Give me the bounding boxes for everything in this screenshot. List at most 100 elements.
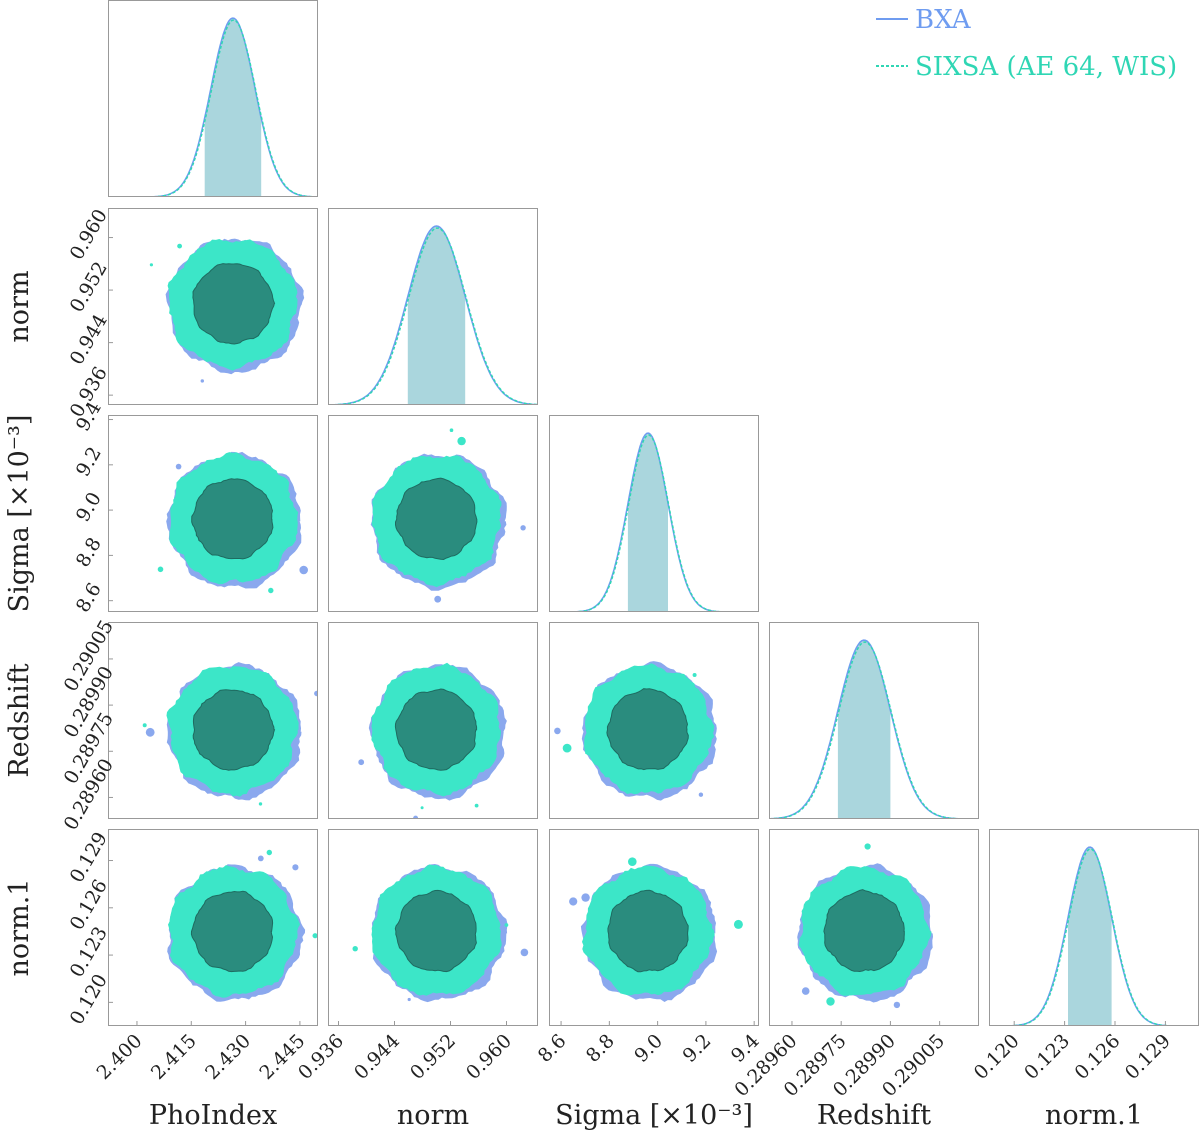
y-axis-title-redshift: Redshift (4, 663, 35, 777)
x-tick-label-PhoIndex-1: 2.415 (147, 1030, 201, 1084)
y-tick-label-sigma-0: 8.6 (72, 579, 106, 616)
y-axis-title-norm1: norm.1 (4, 879, 35, 977)
contour-island (200, 379, 204, 383)
x-tick-label-PhoIndex-2: 2.430 (201, 1030, 255, 1084)
contour-island (698, 792, 704, 797)
contour-island (142, 723, 147, 728)
contour-68-3-1 (394, 688, 478, 771)
contour-island (317, 298, 318, 302)
x-tick-label-norm-1: 0.944 (350, 1030, 404, 1084)
contour-island (434, 595, 442, 603)
panel-frame-4-3 (769, 829, 979, 1026)
marginal-redshift-sixsa (769, 641, 979, 819)
x-axis-title-PhoIndex: PhoIndex (149, 1100, 277, 1131)
y-tick-label-sigma-1: 8.8 (72, 534, 106, 571)
legend: BXA SIXSA (AE 64, WIS) (876, 5, 1177, 82)
contour-island (504, 923, 509, 927)
x-tick-label-sigma-3: 9.2 (679, 1030, 716, 1067)
contour-island (177, 243, 183, 249)
x-tick-label-norm1-2: 0.126 (1071, 1030, 1125, 1084)
y-tick-label-norm1-2: 0.126 (66, 876, 112, 934)
x-tick-label-norm1-1: 0.123 (1020, 1030, 1074, 1084)
contour-island (628, 857, 637, 866)
panel-frame-4-2 (549, 829, 759, 1026)
y-tick-label-sigma-3: 9.2 (72, 443, 106, 480)
ci-band-norm (407, 226, 466, 405)
contour-island (358, 759, 365, 766)
ci-band-PhoIndex (204, 18, 262, 197)
contour-island (581, 893, 590, 902)
contour-island (692, 673, 697, 677)
contour-68-1-0 (192, 263, 276, 345)
y-tick-label-norm-3: 0.960 (66, 206, 112, 264)
panel-frame-4-1 (328, 829, 538, 1026)
contour-68-3-2 (606, 688, 689, 771)
contour-island (312, 933, 318, 939)
contour-island (420, 806, 424, 810)
contour-island (474, 803, 479, 808)
panel-frame-2-0 (108, 415, 318, 612)
legend-label-bxa: BXA (915, 5, 972, 35)
panel-frame-3-0 (108, 622, 318, 819)
x-axis-title-norm1: norm.1 (1045, 1100, 1143, 1131)
x-tick-label-norm-2: 0.952 (406, 1030, 460, 1084)
contour-island (733, 919, 743, 929)
contour-island (520, 525, 526, 531)
contour-island (893, 1001, 901, 1009)
x-axis-title-sigma: Sigma [×10⁻³] (555, 1100, 753, 1131)
contour-68-4-2 (607, 889, 689, 973)
marginal-norm-sixsa (328, 227, 538, 405)
contour-island (826, 997, 835, 1006)
x-tick-label-norm1-3: 0.129 (1121, 1030, 1175, 1084)
x-tick-label-norm-0: 0.936 (294, 1030, 348, 1084)
y-tick-label-norm1-3: 0.129 (66, 828, 112, 886)
panel-frame-3-3 (769, 622, 979, 819)
y-axis-title-sigma: Sigma [×10⁻³] (4, 415, 35, 613)
panel-frame-1-0 (108, 208, 318, 405)
y-tick-label-norm-2: 0.952 (66, 258, 112, 316)
panel-frame-1-1 (328, 208, 538, 405)
y-tick-label-sigma-2: 9.0 (72, 489, 106, 526)
contour-island (569, 897, 578, 906)
contour-island (864, 843, 871, 850)
contour-island (175, 463, 182, 470)
contour-island (449, 428, 454, 433)
contour-68-3-0 (192, 689, 276, 771)
contour-island (266, 849, 272, 856)
y-tick-label-norm1-1: 0.123 (66, 923, 112, 981)
contour-island (314, 690, 318, 697)
marginal-PhoIndex-sixsa (108, 19, 318, 197)
panel-frame-4-0 (108, 829, 318, 1026)
contour-68-2-1 (395, 477, 478, 561)
x-axis-title-redshift: Redshift (817, 1100, 931, 1131)
panel-frame-2-2 (549, 415, 759, 612)
ci-band-sigma (627, 433, 668, 612)
contour-island (520, 948, 529, 957)
contour-island (352, 946, 358, 952)
x-tick-label-sigma-0: 8.6 (534, 1030, 571, 1067)
contour-island (299, 565, 309, 575)
x-tick-label-norm-3: 0.960 (462, 1030, 516, 1084)
y-tick-label-norm-1: 0.944 (66, 311, 112, 369)
ci-band-norm1 (1068, 847, 1112, 1026)
contour-island (562, 743, 572, 753)
x-tick-label-PhoIndex-0: 2.400 (93, 1030, 147, 1084)
x-tick-label-norm1-0: 0.120 (970, 1030, 1024, 1084)
contour-island (145, 727, 155, 737)
contour-island (457, 436, 466, 446)
y-tick-label-norm1-0: 0.120 (66, 970, 112, 1028)
y-axis-title-norm: norm (4, 270, 35, 342)
contour-island (257, 855, 264, 862)
contour-island (149, 263, 153, 267)
contour-68-4-0 (190, 890, 274, 973)
x-tick-label-sigma-2: 9.0 (630, 1030, 667, 1067)
legend-label-sixsa: SIXSA (AE 64, WIS) (915, 52, 1177, 82)
contour-island (268, 587, 274, 594)
contour-68-4-1 (394, 889, 477, 973)
ci-band-redshift (837, 640, 891, 819)
contour-island (258, 802, 263, 806)
contour-island (292, 864, 299, 871)
x-axis-title-norm: norm (397, 1100, 469, 1131)
contour-island (157, 566, 164, 573)
